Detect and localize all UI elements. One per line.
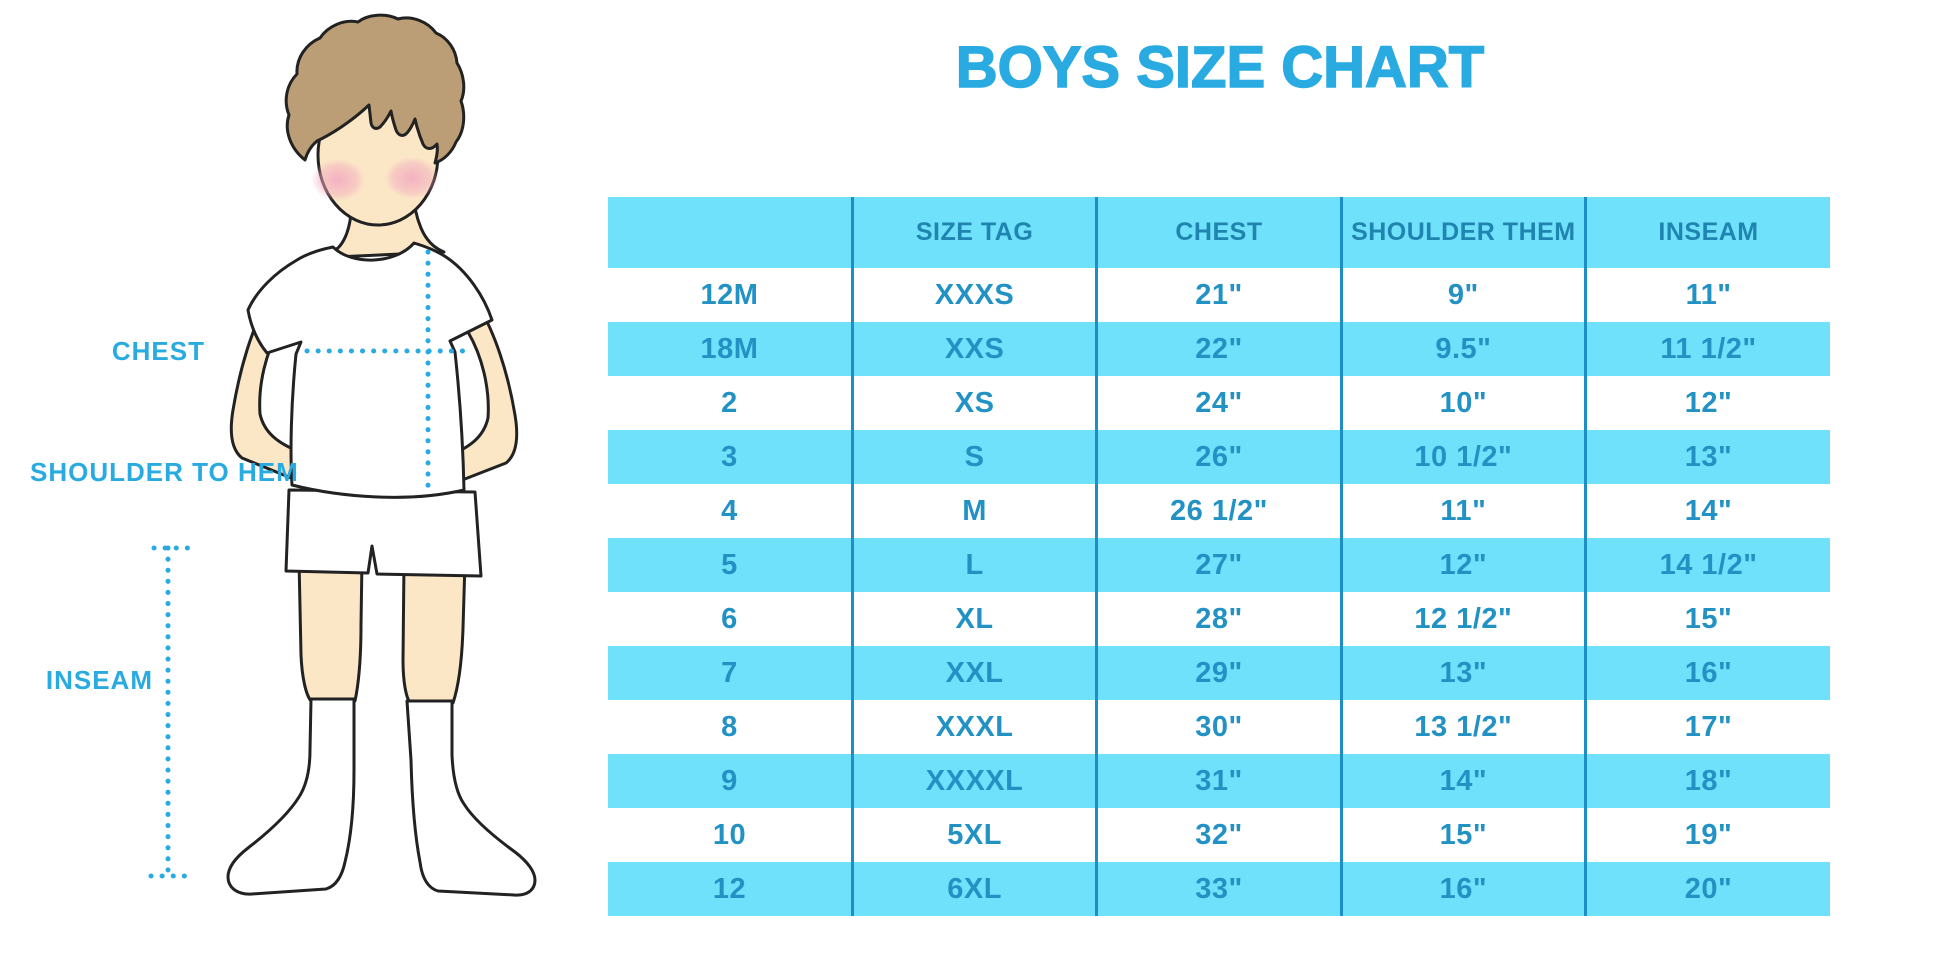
cell: 29": [1095, 646, 1342, 700]
column-header-empty: [608, 197, 853, 268]
boy-shorts: [284, 488, 483, 578]
table-row: 4 M 26 1/2" 11" 14": [608, 484, 1830, 538]
cell: 12: [608, 862, 853, 916]
cell: 11 1/2": [1584, 322, 1830, 376]
cell: 7: [608, 646, 853, 700]
table-row: 9 XXXXL 31" 14" 18": [608, 754, 1830, 808]
size-table-header: SIZE TAG CHEST SHOULDER THEM INSEAM: [608, 197, 1830, 268]
cell: 14 1/2": [1584, 538, 1830, 592]
column-header-shoulder-them: SHOULDER THEM: [1339, 197, 1586, 268]
table-row: 18M XXS 22" 9.5" 11 1/2": [608, 322, 1830, 376]
cell: 16": [1584, 646, 1830, 700]
cell: 31": [1095, 754, 1342, 808]
cell: 26": [1095, 430, 1342, 484]
cell: XXXL: [850, 700, 1097, 754]
chest-label: CHEST: [111, 336, 205, 366]
cell: 10": [1339, 376, 1586, 430]
cell: 10: [712, 818, 747, 851]
cell: 11": [1584, 268, 1830, 322]
cell: 10 1/2": [1339, 430, 1586, 484]
cell: 12": [1339, 538, 1586, 592]
cell: 2: [721, 386, 738, 419]
cell: 18M: [608, 322, 853, 376]
size-table-body: 12M XXXS 21" 9" 11" 18M XXS 22" 9.5" 11 1/2" 2 XS 24…: [608, 268, 1830, 916]
cell: 12M: [700, 278, 759, 311]
cell: 15": [1339, 808, 1586, 862]
boy-measurement-diagram: [148, 13, 537, 897]
cell: 15": [1584, 592, 1830, 646]
cell: 16": [1339, 862, 1586, 916]
cell: M: [850, 484, 1097, 538]
cell: 5XL: [850, 808, 1097, 862]
cell: 22": [1095, 322, 1342, 376]
cell: 11": [1339, 484, 1586, 538]
cell: 6XL: [850, 862, 1097, 916]
table-row: 7 XXL 29" 13" 16": [608, 646, 1830, 700]
cell: 4: [721, 494, 738, 527]
boy-tshirt: [246, 241, 494, 499]
cell: 12": [1584, 376, 1830, 430]
boy-leg-right: [401, 560, 467, 705]
boy-leg-left: [297, 558, 364, 703]
table-row: 2 XS 24" 10" 12": [608, 376, 1830, 430]
cell: 13 1/2": [1339, 700, 1586, 754]
column-header-size-tag: SIZE TAG: [850, 197, 1097, 268]
cell: 14": [1584, 484, 1830, 538]
cell: XS: [850, 376, 1097, 430]
cell: 13": [1584, 430, 1830, 484]
cell: 17": [1584, 700, 1830, 754]
size-table: SIZE TAG CHEST SHOULDER THEM INSEAM 12M XXXS…: [608, 197, 1830, 916]
cell: 9: [608, 754, 853, 808]
inseam-label: INSEAM: [45, 665, 153, 695]
shoulder-to-hem-label: SHOULDER TO HEM: [30, 457, 299, 487]
cell: XXS: [850, 322, 1097, 376]
boy-sock-right: [405, 699, 537, 897]
cell: 19": [1584, 808, 1830, 862]
cell: 21": [1095, 268, 1342, 322]
cell: S: [850, 430, 1097, 484]
table-row: 12 6XL 33" 16" 20": [608, 862, 1830, 916]
table-row: 8 XXXL 30" 13 1/2" 17": [608, 700, 1830, 754]
table-row: 5 L 27" 12" 14 1/2": [608, 538, 1830, 592]
cell: 20": [1584, 862, 1830, 916]
cell: 27": [1095, 538, 1342, 592]
cell: 5: [608, 538, 853, 592]
cell: 33": [1095, 862, 1342, 916]
column-header-inseam: INSEAM: [1584, 197, 1830, 268]
header-row: SIZE TAG CHEST SHOULDER THEM INSEAM: [608, 197, 1830, 268]
cell: 9": [1339, 268, 1586, 322]
cell: 24": [1095, 376, 1342, 430]
boy-blush-left: [311, 159, 365, 201]
cell: 9.5": [1339, 322, 1586, 376]
cell: 3: [608, 430, 853, 484]
table-row: 6 XL 28" 12 1/2" 15": [608, 592, 1830, 646]
cell: XXXS: [850, 268, 1097, 322]
cell: 30": [1095, 700, 1342, 754]
measurement-lines: [148, 249, 468, 879]
cell: 14": [1339, 754, 1586, 808]
cell: 26 1/2": [1095, 484, 1342, 538]
cell: 13": [1339, 646, 1586, 700]
cell: XL: [850, 592, 1097, 646]
cell: 28": [1095, 592, 1342, 646]
table-row: 10 5XL 32" 15" 19": [608, 808, 1830, 862]
cell: 6: [721, 602, 738, 635]
table-row: 12M XXXS 21" 9" 11": [608, 268, 1830, 322]
cell: XXXXL: [850, 754, 1097, 808]
boy-sock-left: [226, 697, 356, 896]
column-header-chest: CHEST: [1095, 197, 1342, 268]
cell: 12 1/2": [1339, 592, 1586, 646]
cell: 32": [1095, 808, 1342, 862]
cell: 18": [1584, 754, 1830, 808]
page-title: BOYS SIZE CHART: [955, 34, 1485, 101]
boy-hair: [284, 13, 466, 165]
cell: 8: [721, 710, 738, 743]
table-row: 3 S 26" 10 1/2" 13": [608, 430, 1830, 484]
cell: L: [850, 538, 1097, 592]
cell: XXL: [850, 646, 1097, 700]
boy-blush-right: [385, 157, 439, 199]
